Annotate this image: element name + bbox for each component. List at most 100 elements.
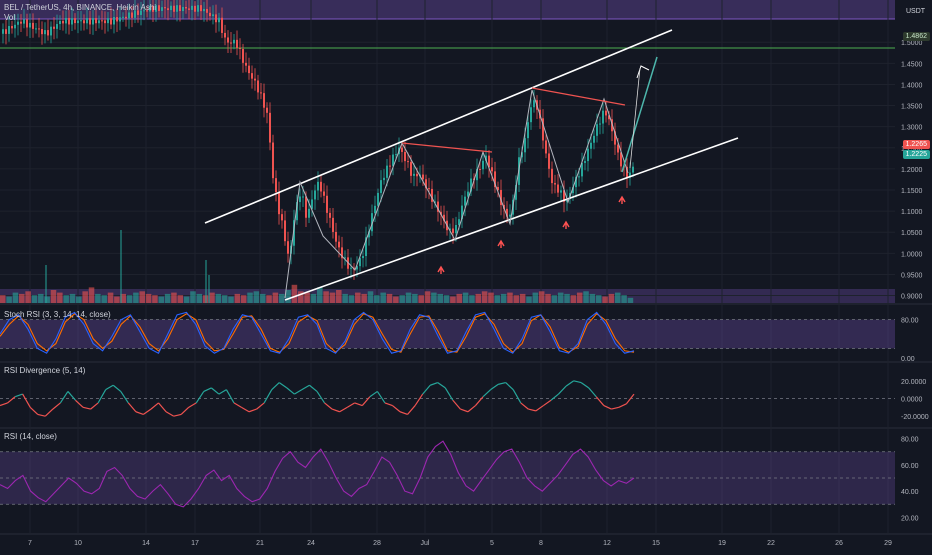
volume-bar [462,292,469,303]
volume-bar [386,293,393,303]
candle-body [614,131,616,145]
divergence-segment [52,402,61,410]
time-tick-label: 29 [884,540,892,547]
volume-bar [69,293,76,303]
candle-body [341,247,343,259]
candle-body [173,5,175,12]
volume-bar [76,296,82,303]
rsi-divergence-title: RSI Divergence (5, 14) [4,366,86,375]
candle-body [434,201,436,203]
volume-bar [532,292,539,303]
target-arrowhead [636,65,650,79]
candle-body [182,7,184,12]
candle-body [491,167,493,172]
zigzag-pattern [284,89,629,299]
divergence-segment [180,406,190,415]
up-arrow-marker [618,195,626,204]
candle-body [545,140,547,154]
divergence-segment [316,391,326,404]
volume-bar [500,293,507,303]
divergence-segment [241,406,250,413]
candle-body [596,124,598,136]
volume-bar [513,295,520,303]
volume-bar [266,295,272,303]
candle-body [629,172,631,178]
candle-body [32,22,34,29]
volume-bar [317,287,323,303]
candle-body [380,180,382,193]
divergence-segment [475,396,484,406]
candle-body [296,202,298,221]
candle-body [194,5,196,12]
candle-body [371,213,373,232]
candle-body [356,266,358,270]
candle-body [275,178,277,193]
candle-body [8,26,10,34]
candle-body [47,30,49,36]
volume-bar [101,295,107,303]
candle-body [17,21,19,25]
candle-body [329,212,331,218]
candle-body [167,8,169,11]
candle-body [242,48,244,63]
candle-body [119,17,121,22]
candle-body [416,173,418,177]
volume-bar [475,293,482,303]
divergence-segment [210,387,220,395]
volume-bar [538,291,545,303]
candle-body [581,162,583,177]
volume-bar [564,293,570,303]
volume-bar [431,292,437,303]
volume-bar [120,293,126,303]
volume-bar [545,293,551,303]
candle-body [476,168,478,181]
up-arrow-marker [562,220,570,229]
volume-bar [481,291,488,303]
time-tick-label: 14 [142,540,150,547]
volume-bar [57,292,63,303]
candle-body [149,5,151,12]
candle-body [197,5,199,12]
divergence-segment [278,382,288,389]
candle-body [110,18,112,25]
rsi-tick-label: 40.00 [901,489,919,496]
volume-bar [133,292,139,303]
time-tick-label: 12 [603,540,611,547]
divergence-segment [7,396,16,404]
volume-bar [361,293,367,303]
candle-body [542,118,544,141]
candle-body [266,107,268,113]
candle-body [116,17,118,22]
price-tick-label: 1.1500 [901,188,923,195]
candle-body [308,208,310,218]
candle-body [92,18,94,25]
candle-body [113,17,115,25]
candle-body [599,123,601,125]
divergence-segment [558,385,567,395]
volume-bar [583,291,589,303]
divergence-segment [512,389,522,404]
channel-upper-line [204,29,673,224]
last-price-green-badge: 1.2225 [902,150,930,159]
price-tick-label: 1.4500 [901,61,923,68]
volume-bar [82,291,88,303]
candle-body [155,5,157,12]
candle-body [185,7,187,9]
divergence-segment [339,406,348,413]
volume-bar [31,295,38,303]
candle-body [152,5,154,12]
candle-body [257,80,259,93]
candle-body [143,10,145,12]
divergence-tick-label: 0.0000 [901,397,923,404]
candle-body [101,20,103,22]
time-tick-label: 24 [307,540,315,547]
volume-spike [45,265,47,303]
volume-bar [291,284,298,303]
volume-bar [190,291,196,303]
divergence-segment [444,387,454,401]
divergence-segment [143,408,152,415]
volume-bar [19,293,25,303]
candle-body [245,62,247,66]
